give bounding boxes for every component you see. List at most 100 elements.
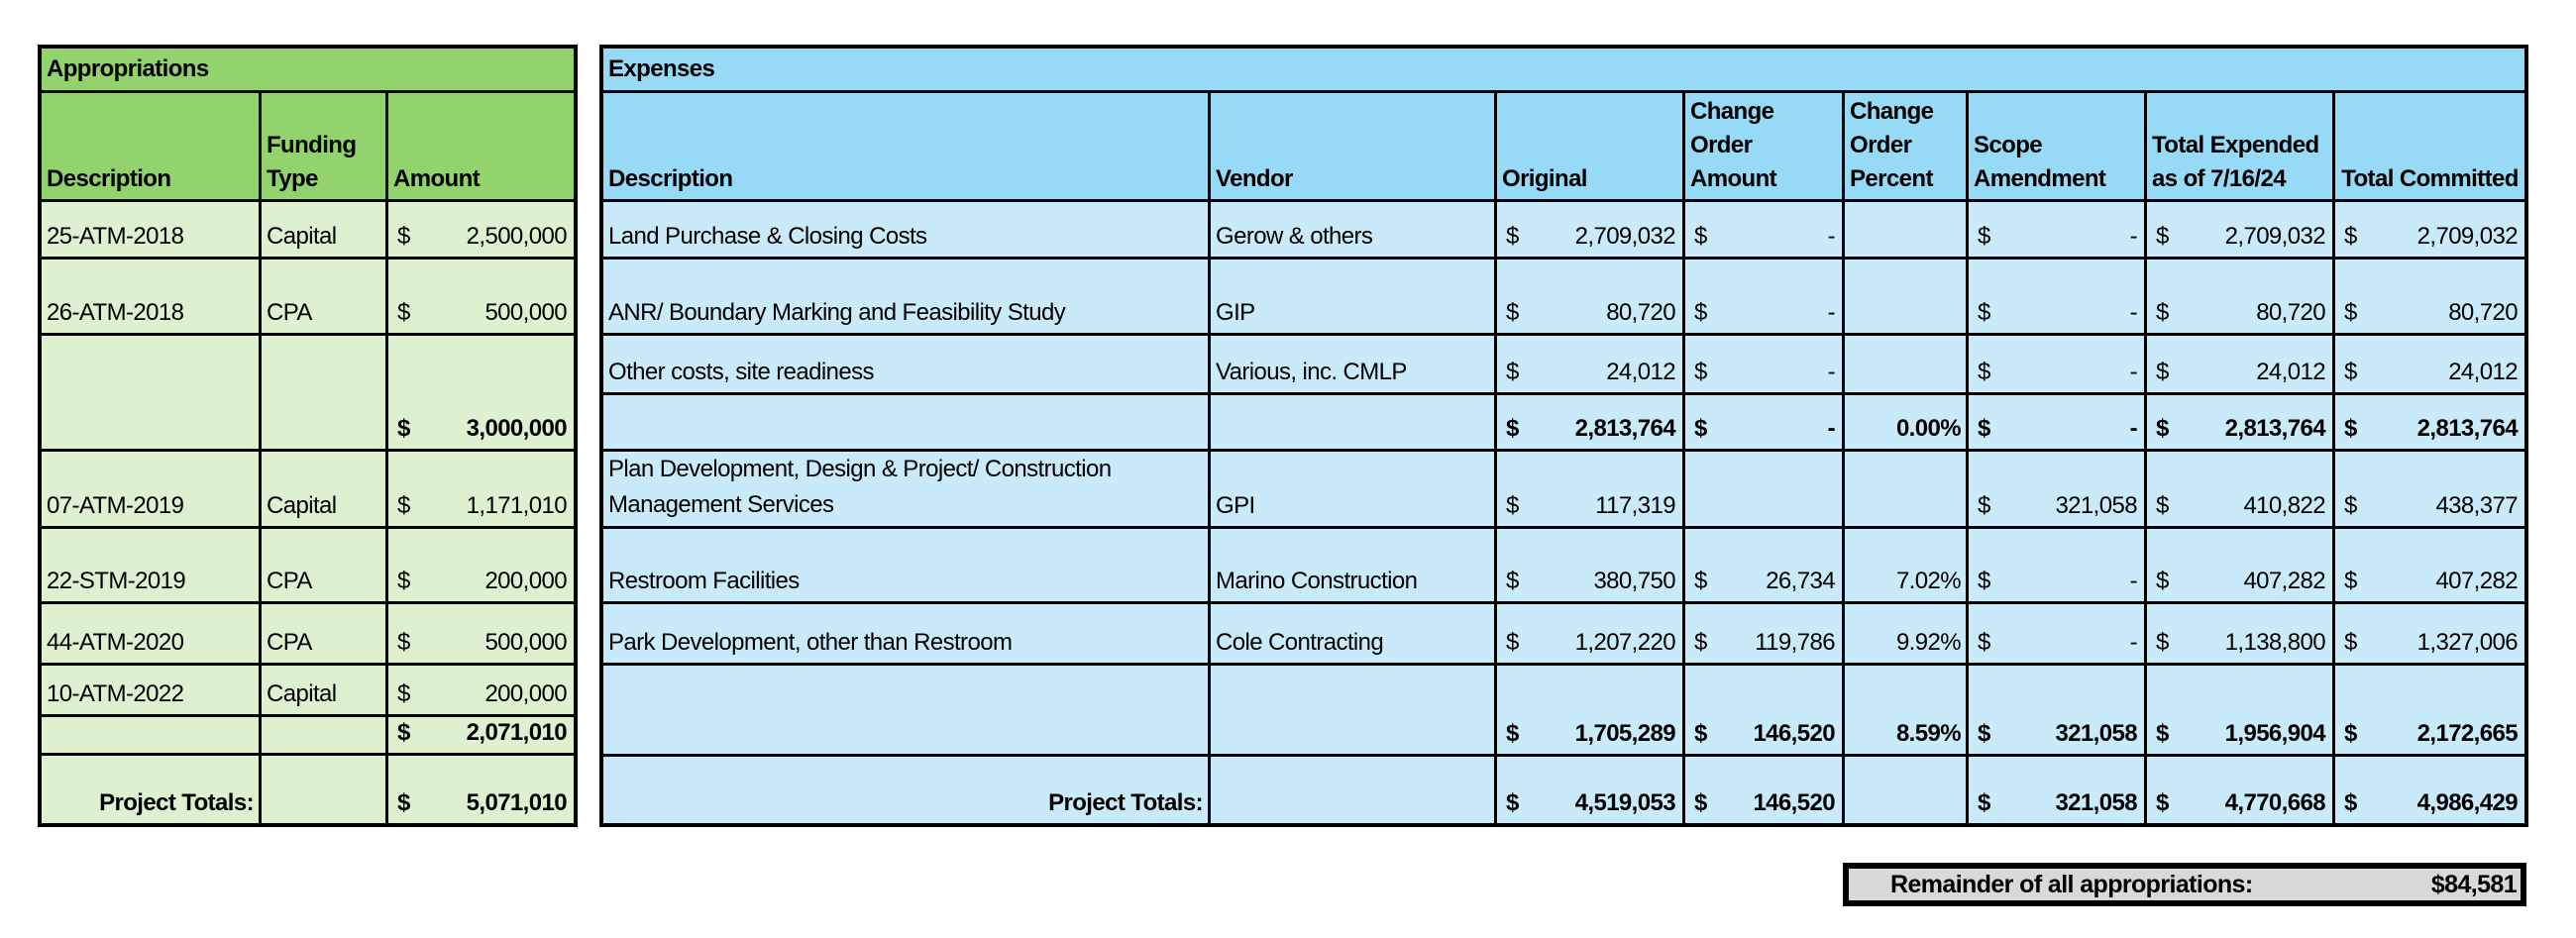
- appr-row-description: 26-ATM-2018: [42, 260, 262, 336]
- exp-row-original: $24,012: [1497, 336, 1685, 395]
- exp-row-total-expended: $407,282: [2147, 529, 2335, 604]
- exp-row-scope-amendment: $ -: [1969, 336, 2147, 395]
- expenses-title: Expenses: [603, 49, 2524, 93]
- exp-row-change-order-percent: 9.92%: [1845, 604, 1969, 666]
- appr-row-description: 25-ATM-2018: [42, 202, 262, 260]
- exp-row-total-committed: $438,377: [2335, 452, 2524, 529]
- appr-subtotal-description: [42, 336, 262, 452]
- expenses-table: [599, 45, 2528, 827]
- exp-header-total-committed: Total Committed: [2335, 93, 2524, 202]
- exp-row-vendor: GIP: [1211, 260, 1497, 336]
- exp-totals-vendor: [1211, 757, 1497, 823]
- exp-totals-change-order-percent: [1845, 757, 1969, 823]
- exp-row-original: $80,720: [1497, 260, 1685, 336]
- exp-row-original: $2,709,032: [1497, 202, 1685, 260]
- exp-row-description: [603, 666, 1211, 757]
- appr-row-funding-type: CPA: [262, 529, 388, 604]
- appr-row-funding-type: Capital: [262, 202, 388, 260]
- remainder-summary: Remainder of all appropriations: $84,581: [1843, 863, 2526, 906]
- remainder-label: Remainder of all appropriations:: [1890, 870, 2253, 898]
- exp-row-description: Land Purchase & Closing Costs: [603, 202, 1211, 260]
- exp-row-vendor: Marino Construction: [1211, 529, 1497, 604]
- exp-row-total-committed: $24,012: [2335, 336, 2524, 395]
- exp-row-change-order-amount: [1685, 452, 1845, 529]
- exp-totals-total-committed: $4,986,429: [2335, 757, 2524, 823]
- appr-row-funding-type: CPA: [262, 604, 388, 666]
- exp-row-original: $117,319: [1497, 452, 1685, 529]
- exp-row-original: $380,750: [1497, 529, 1685, 604]
- appr-header-amount: Amount: [388, 93, 574, 202]
- exp-row-vendor: Cole Contracting: [1211, 604, 1497, 666]
- exp-row-change-order-percent: [1845, 452, 1969, 529]
- exp-row-total-expended: $24,012: [2147, 336, 2335, 395]
- appr-row-description: 44-ATM-2020: [42, 604, 262, 666]
- appr-subtotal-amount: $3,000,000: [388, 336, 574, 452]
- exp-row-description: [603, 395, 1211, 452]
- exp-row-original: $2,813,764: [1497, 395, 1685, 452]
- exp-header-scope-amendment: Scope Amendment: [1969, 93, 2147, 202]
- exp-row-change-order-amount: $ -: [1685, 395, 1845, 452]
- exp-header-change-order-percent: Change Order Percent: [1845, 93, 1969, 202]
- remainder-value: $84,581: [2430, 870, 2518, 898]
- exp-row-change-order-percent: [1845, 336, 1969, 395]
- exp-row-change-order-percent: [1845, 202, 1969, 260]
- exp-row-original: $1,207,220: [1497, 604, 1685, 666]
- exp-row-scope-amendment: $321,058: [1969, 452, 2147, 529]
- appr-row-amount: $500,000: [388, 260, 574, 336]
- exp-row-change-order-percent: [1845, 260, 1969, 336]
- exp-row-scope-amendment: $ -: [1969, 529, 2147, 604]
- appr-subtotal-amount: $2,071,010: [388, 717, 574, 756]
- appr-row-description: 10-ATM-2022: [42, 666, 262, 717]
- exp-row-vendor: [1211, 395, 1497, 452]
- exp-row-total-expended: $1,956,904: [2147, 666, 2335, 757]
- exp-row-change-order-amount: $ -: [1685, 336, 1845, 395]
- exp-header-change-order-amount: Change Order Amount: [1685, 93, 1845, 202]
- exp-row-total-committed: $1,327,006: [2335, 604, 2524, 666]
- appr-row-funding-type: CPA: [262, 260, 388, 336]
- exp-row-total-expended: $2,813,764: [2147, 395, 2335, 452]
- exp-row-scope-amendment: $ -: [1969, 202, 2147, 260]
- appr-subtotal-description: [42, 717, 262, 756]
- exp-row-vendor: GPI: [1211, 452, 1497, 529]
- exp-row-change-order-percent: 7.02%: [1845, 529, 1969, 604]
- exp-row-scope-amendment: $321,058: [1969, 666, 2147, 757]
- exp-row-change-order-amount: $ -: [1685, 202, 1845, 260]
- exp-row-description: ANR/ Boundary Marking and Feasibility St…: [603, 260, 1211, 336]
- appr-project-totals-amount: $5,071,010: [388, 756, 574, 823]
- appr-row-amount: $200,000: [388, 666, 574, 717]
- exp-row-vendor: Gerow & others: [1211, 202, 1497, 260]
- appr-subtotal-funding-type: [262, 717, 388, 756]
- exp-row-change-order-amount: $119,786: [1685, 604, 1845, 666]
- exp-row-change-order-amount: $146,520: [1685, 666, 1845, 757]
- exp-row-scope-amendment: $ -: [1969, 395, 2147, 452]
- exp-row-description: Park Development, other than Restroom: [603, 604, 1211, 666]
- appr-row-funding-type: Capital: [262, 452, 388, 529]
- exp-row-total-expended: $410,822: [2147, 452, 2335, 529]
- exp-row-total-committed: $2,709,032: [2335, 202, 2524, 260]
- appr-row-amount: $2,500,000: [388, 202, 574, 260]
- exp-header-description: Description: [603, 93, 1211, 202]
- exp-row-vendor: Various, inc. CMLP: [1211, 336, 1497, 395]
- appr-row-amount: $500,000: [388, 604, 574, 666]
- exp-header-vendor: Vendor: [1211, 93, 1497, 202]
- appr-row-funding-type: Capital: [262, 666, 388, 717]
- exp-row-description: Plan Development, Design & Project/ Cons…: [603, 452, 1211, 529]
- exp-row-description: Other costs, site readiness: [603, 336, 1211, 395]
- exp-row-change-order-percent: 0.00%: [1845, 395, 1969, 452]
- appr-row-amount: $200,000: [388, 529, 574, 604]
- exp-row-total-committed: $2,172,665: [2335, 666, 2524, 757]
- exp-totals-description: Project Totals:: [603, 757, 1211, 823]
- exp-totals-scope-amendment: $321,058: [1969, 757, 2147, 823]
- exp-row-change-order-amount: $ -: [1685, 260, 1845, 336]
- exp-row-total-committed: $2,813,764: [2335, 395, 2524, 452]
- appr-row-amount: $1,171,010: [388, 452, 574, 529]
- appr-row-description: 07-ATM-2019: [42, 452, 262, 529]
- exp-row-total-expended: $1,138,800: [2147, 604, 2335, 666]
- appr-header-funding-type: Funding Type: [262, 93, 388, 202]
- exp-header-total-expended: Total Expended as of 7/16/24: [2147, 93, 2335, 202]
- appr-project-totals-label: Project Totals:: [42, 756, 262, 823]
- exp-row-change-order-amount: $26,734: [1685, 529, 1845, 604]
- appr-header-description: Description: [42, 93, 262, 202]
- exp-row-total-expended: $2,709,032: [2147, 202, 2335, 260]
- exp-row-change-order-percent: 8.59%: [1845, 666, 1969, 757]
